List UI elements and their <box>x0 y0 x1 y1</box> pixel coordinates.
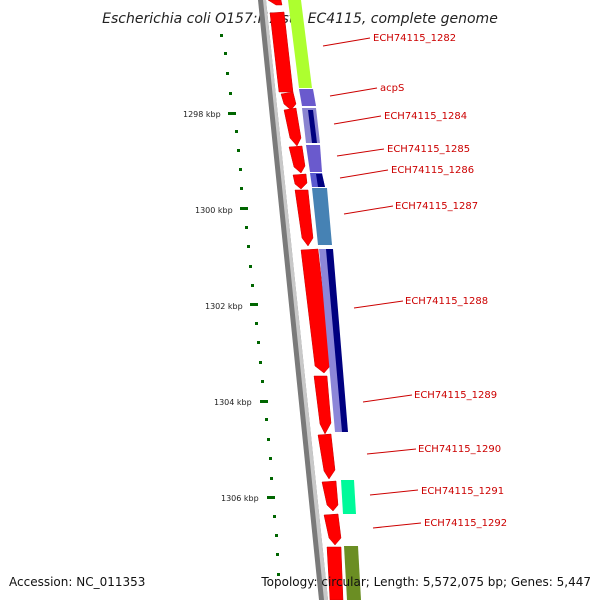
scale-label: 1306 kbp <box>221 494 259 503</box>
gene-label: ECH74115_1289 <box>414 390 497 401</box>
cds-arrow <box>323 513 342 546</box>
gene-label: ECH74115_1285 <box>387 144 470 155</box>
scale-tick <box>261 380 264 383</box>
gene-label: ECH74115_1291 <box>421 486 504 497</box>
scale-tick <box>220 34 223 37</box>
scale-tick <box>245 226 248 229</box>
scale-tick <box>277 573 280 576</box>
feature-block <box>306 145 322 172</box>
feature-block <box>341 480 356 514</box>
cds-arrow <box>267 0 283 6</box>
label-connector <box>366 448 417 455</box>
label-connector <box>343 205 394 215</box>
feature-block <box>312 188 332 245</box>
gene-label: ECH74115_1287 <box>395 201 478 212</box>
gene-label: ECH74115_1292 <box>424 518 507 529</box>
scale-tick <box>276 553 279 556</box>
cds-arrow <box>292 173 308 190</box>
feature-block <box>316 174 325 187</box>
feature-block <box>299 89 316 106</box>
feature-track <box>288 0 361 600</box>
label-connector <box>369 489 419 496</box>
gene-label: ECH74115_1284 <box>384 111 467 122</box>
cds-arrow <box>313 375 332 435</box>
scale-tick-major <box>267 496 275 499</box>
scale-tick <box>224 52 227 55</box>
scale-tick-major <box>240 207 248 210</box>
scale-label: 1298 kbp <box>183 110 221 119</box>
scale-label: 1302 kbp <box>205 302 243 311</box>
scale-tick <box>247 245 250 248</box>
scale-label: 1304 kbp <box>214 398 252 407</box>
label-connector <box>339 169 389 179</box>
cds-arrow <box>317 433 336 480</box>
scale-tick <box>226 72 229 75</box>
label-connector <box>322 37 371 47</box>
scale-tick <box>270 477 273 480</box>
feature-block <box>288 0 312 88</box>
genome-backbone-highlight <box>263 0 328 600</box>
scale-tick <box>237 149 240 152</box>
feature-block <box>308 110 317 143</box>
scale-ticks <box>220 34 280 576</box>
scale-tick <box>235 130 238 133</box>
scale-tick <box>269 457 272 460</box>
scale-tick <box>251 284 254 287</box>
cds-arrow <box>269 11 294 93</box>
gene-label: ECH74115_1286 <box>391 165 474 176</box>
label-connector <box>362 394 413 403</box>
label-connector <box>329 87 378 97</box>
label-connector <box>336 148 385 157</box>
cds-arrow <box>326 546 344 600</box>
cds-arrow <box>288 145 306 174</box>
feature-block <box>326 249 348 432</box>
gene-labels: ECH74115_1282 acpS ECH74115_1284 ECH7411… <box>373 33 507 529</box>
scale-label: 1300 kbp <box>195 206 233 215</box>
scale-tick <box>273 515 276 518</box>
scale-tick <box>249 265 252 268</box>
cds-arrow <box>280 91 297 111</box>
label-connector <box>353 300 404 309</box>
accession-text: Accession: NC_011353 <box>9 575 145 589</box>
cds-track <box>267 0 344 600</box>
scale-tick <box>239 168 242 171</box>
scale-tick <box>275 534 278 537</box>
scale-tick <box>257 341 260 344</box>
gene-label: ECH74115_1282 <box>373 33 456 44</box>
label-connector <box>333 115 382 125</box>
gene-label: ECH74115_1288 <box>405 296 488 307</box>
scale-tick-major <box>250 303 258 306</box>
cds-arrow <box>321 480 339 512</box>
cds-arrow <box>300 248 332 374</box>
cds-arrow <box>283 107 302 147</box>
scale-tick <box>240 187 243 190</box>
feature-block <box>344 546 361 600</box>
scale-tick <box>259 361 262 364</box>
gene-label: acpS <box>380 83 404 94</box>
scale-tick <box>265 418 268 421</box>
label-connector <box>372 522 422 529</box>
topology-text: Topology: circular; Length: 5,572,075 bp… <box>260 575 591 589</box>
scale-tick <box>255 322 258 325</box>
gene-label: ECH74115_1290 <box>418 444 501 455</box>
scale-tick-major <box>260 400 268 403</box>
scale-tick-major <box>228 112 236 115</box>
scale-labels: 1298 kbp 1300 kbp 1302 kbp 1304 kbp 1306… <box>183 110 259 503</box>
cds-arrow <box>294 189 314 247</box>
scale-tick <box>267 438 270 441</box>
scale-tick <box>229 92 232 95</box>
label-connectors <box>322 37 422 529</box>
